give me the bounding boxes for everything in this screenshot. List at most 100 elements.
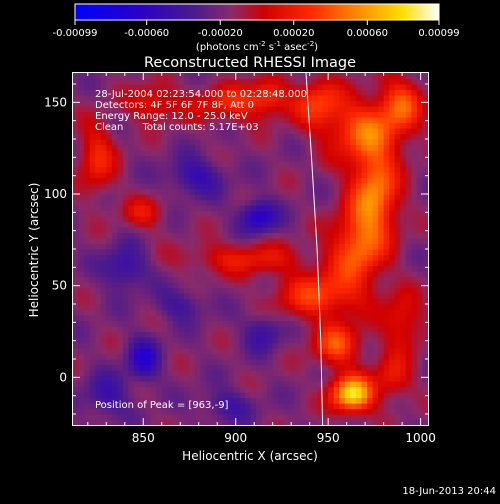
heatmap-cell (217, 177, 224, 184)
heatmap-cell (250, 403, 257, 410)
heatmap-cell (222, 150, 229, 157)
heatmap-cell (167, 364, 174, 371)
heatmap-cell (339, 199, 346, 206)
heatmap-cell (400, 89, 407, 96)
heatmap-cell (305, 210, 313, 217)
heatmap-cell (372, 111, 379, 118)
heatmap-cell (361, 298, 368, 305)
heatmap-cell (122, 122, 130, 129)
heatmap-cell (128, 177, 135, 184)
heatmap-cell (350, 177, 357, 184)
heatmap-cell (150, 375, 157, 382)
heatmap-cell (117, 194, 124, 201)
heatmap-cell (217, 304, 224, 311)
heatmap-cell (317, 199, 324, 206)
heatmap-cell (161, 128, 168, 135)
heatmap-cell (134, 320, 141, 327)
heatmap-cell (200, 122, 207, 129)
heatmap-cell (394, 408, 401, 415)
heatmap-cell (189, 188, 196, 195)
heatmap-cell (344, 139, 351, 146)
heatmap-cell (139, 403, 146, 410)
heatmap-cell (228, 117, 235, 124)
heatmap-cell (361, 381, 368, 388)
heatmap-cell (366, 414, 374, 421)
heatmap-cell (117, 304, 124, 311)
heatmap-cell (73, 144, 80, 151)
heatmap-cell (372, 342, 379, 349)
heatmap-cell (128, 95, 135, 102)
heatmap-cell (111, 408, 118, 415)
heatmap-cell (178, 315, 185, 322)
heatmap-cell (211, 408, 218, 415)
heatmap-cell (394, 177, 401, 184)
heatmap-cell (283, 353, 290, 360)
heatmap-cell (317, 161, 324, 168)
heatmap-cell (383, 254, 390, 261)
heatmap-cell (89, 73, 96, 80)
heatmap-cell (95, 309, 102, 316)
heatmap-cell (405, 287, 412, 294)
heatmap-cell (256, 172, 263, 179)
heatmap-cell (122, 381, 130, 388)
heatmap-cell (283, 265, 290, 272)
heatmap-cell (239, 155, 246, 162)
heatmap-cell (261, 172, 268, 179)
heatmap-cell (328, 353, 335, 360)
heatmap-cell (239, 243, 246, 250)
heatmap-cell (228, 210, 235, 217)
heatmap-cell (322, 166, 329, 173)
heatmap-cell (89, 331, 96, 338)
heatmap-cell (156, 95, 163, 102)
heatmap-cell (89, 95, 96, 102)
heatmap-cell (333, 144, 340, 151)
heatmap-cell (222, 370, 229, 377)
heatmap-cell (167, 414, 174, 421)
heatmap-cell (233, 293, 241, 300)
heatmap-cell (283, 348, 290, 355)
heatmap-cell (195, 315, 202, 322)
heatmap-cell (355, 150, 363, 157)
heatmap-cell (267, 392, 274, 399)
heatmap-cell (95, 397, 102, 404)
heatmap-cell (100, 122, 107, 129)
heatmap-cell (322, 249, 329, 256)
heatmap-cell (339, 287, 346, 294)
heatmap-cell (239, 166, 246, 173)
heatmap-cell (161, 293, 168, 300)
heatmap-cell (394, 298, 401, 305)
heatmap-cell (350, 304, 357, 311)
heatmap-cell (122, 249, 130, 256)
heatmap-cell (95, 375, 102, 382)
heatmap-cell (383, 276, 390, 283)
heatmap-cell (267, 95, 274, 102)
heatmap-cell (150, 205, 157, 212)
heatmap-cell (250, 128, 257, 135)
heatmap-cell (305, 309, 313, 316)
heatmap-cell (244, 249, 252, 256)
heatmap-cell (222, 210, 229, 217)
heatmap-cell (161, 117, 168, 124)
heatmap-cell (289, 122, 296, 129)
heatmap-cell (250, 238, 257, 245)
heatmap-cell (267, 199, 274, 206)
heatmap-cell (106, 271, 113, 278)
heatmap-cell (206, 271, 213, 278)
heatmap-cell (272, 73, 279, 80)
heatmap-cell (300, 271, 307, 278)
heatmap-cell (217, 100, 224, 107)
heatmap-cell (106, 210, 113, 217)
heatmap-cell (283, 254, 290, 261)
heatmap-cell (111, 397, 118, 404)
heatmap-cell (317, 386, 324, 393)
heatmap-cell (73, 353, 80, 360)
heatmap-cell (366, 183, 374, 190)
heatmap-cell (161, 337, 168, 344)
heatmap-cell (389, 337, 396, 344)
heatmap-cell (305, 89, 313, 96)
heatmap-cell (217, 199, 224, 206)
heatmap-cell (156, 353, 163, 360)
heatmap-cell (289, 249, 296, 256)
heatmap-cell (328, 254, 335, 261)
heatmap-cell (106, 205, 113, 212)
